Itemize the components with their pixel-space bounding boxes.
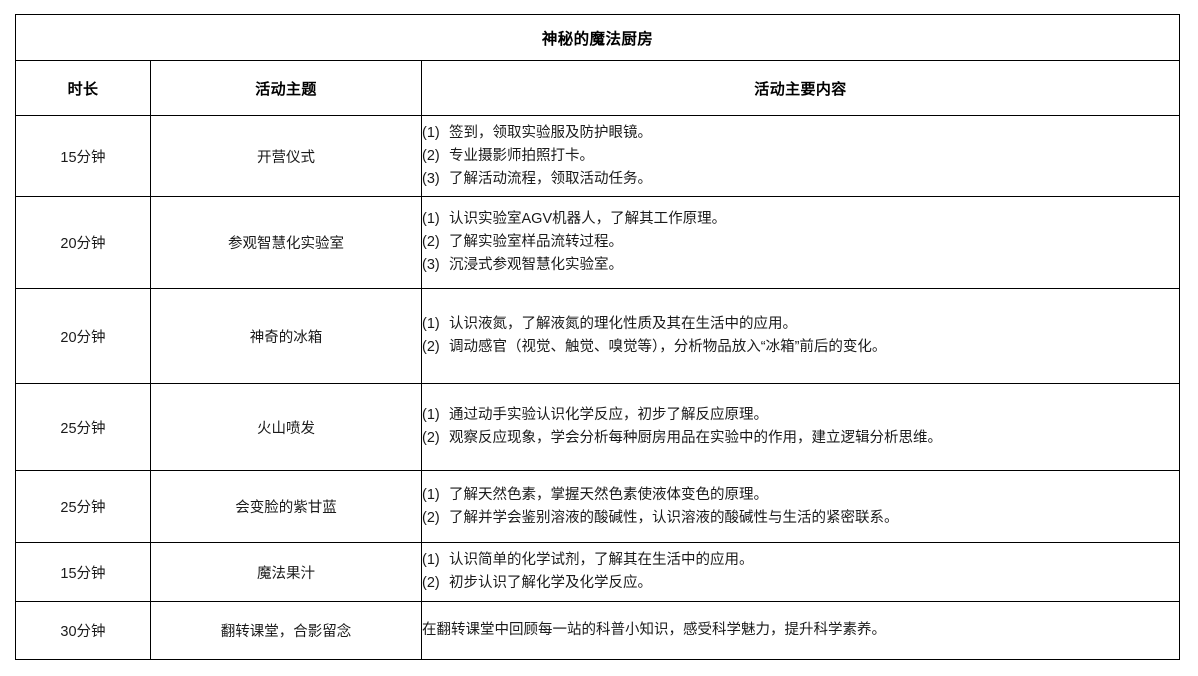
content-line-text: 初步认识了解化学及化学反应。 [449,575,652,591]
content-line-text: 专业摄影师拍照打卡。 [449,147,594,164]
cell-theme: 参观智慧化实验室 [150,196,422,289]
content-line: (2) 调动感官（视觉、触觉、嗅觉等），分析物品放入“冰箱”前后的变化。 [422,336,1179,359]
content-line: (2) 专业摄影师拍照打卡。 [422,145,1179,168]
content-line-list: (1) 认识简单的化学试剂，了解其在生活中的应用。 (2) 初步认识了解化学及化学反… [422,549,1179,595]
table-row: 15分钟 开营仪式 (1) 签到，领取实验服及防护眼镜。 (2) 专业摄影师拍照打卡… [15,115,1180,197]
content-line-marker: (1) [422,124,440,141]
content-line-list: (1) 认识液氮，了解液氮的理化性质及其在生活中的应用。 (2) 调动感官（视觉、触… [422,313,1179,359]
cell-duration: 15分钟 [15,542,151,602]
column-header-content: 活动主要内容 [421,60,1180,116]
content-line-text: 了解实验室样品流转过程。 [449,234,623,250]
content-line-marker: (2) [422,575,440,591]
cell-duration: 25分钟 [15,383,151,471]
cell-duration: 20分钟 [15,196,151,289]
content-line-text: 了解天然色素，掌握天然色素使液体变色的原理。 [449,486,768,503]
cell-theme: 火山喷发 [150,383,422,471]
content-line-marker: (1) [422,486,440,503]
content-line-text: 了解并学会鉴别溶液的酸碱性，认识溶液的酸碱性与生活的紧密联系。 [449,509,899,526]
cell-content: (1) 认识实验室AGV机器人，了解其工作原理。 (2) 了解实验室样品流转过程。 … [421,196,1180,289]
column-header-theme: 活动主题 [150,60,422,116]
content-line-marker: (2) [422,430,440,446]
content-line-text: 认识液氮，了解液氮的理化性质及其在生活中的应用。 [449,316,797,332]
content-line-marker: (3) [422,257,440,273]
table-header-row: 时长 活动主题 活动主要内容 [15,60,1180,116]
content-line-list: (1) 签到，领取实验服及防护眼镜。 (2) 专业摄影师拍照打卡。 (3) 了解活动流… [422,122,1179,191]
cell-theme: 开营仪式 [150,115,422,197]
content-line: (1) 认识简单的化学试剂，了解其在生活中的应用。 [422,549,1179,572]
cell-theme: 会变脸的紫甘蓝 [150,470,422,543]
content-line: (3) 沉浸式参观智慧化实验室。 [422,254,1179,277]
cell-duration: 20分钟 [15,288,151,384]
cell-content: (1) 签到，领取实验服及防护眼镜。 (2) 专业摄影师拍照打卡。 (3) 了解活动流… [421,115,1180,197]
cell-duration: 30分钟 [15,601,151,660]
content-line-list: (1) 认识实验室AGV机器人，了解其工作原理。 (2) 了解实验室样品流转过程。 … [422,208,1179,277]
content-line: (3) 了解活动流程，领取活动任务。 [422,168,1179,191]
content-line-marker: (2) [422,147,440,164]
content-line-marker: (1) [422,552,440,568]
content-line-marker: (3) [422,170,440,187]
content-line-text: 了解活动流程，领取活动任务。 [449,170,652,187]
table-row: 25分钟 火山喷发 (1) 通过动手实验认识化学反应，初步了解反应原理。 (2) 观… [15,383,1180,471]
content-line-list: (1) 通过动手实验认识化学反应，初步了解反应原理。 (2) 观察反应现象，学会分析… [422,404,1179,450]
cell-content: 在翻转课堂中回顾每一站的科普小知识，感受科学魅力，提升科学素养。 [421,601,1180,660]
content-line-text: 认识简单的化学试剂，了解其在生活中的应用。 [449,552,754,568]
content-line: (1) 签到，领取实验服及防护眼镜。 [422,122,1179,145]
content-line: (2) 了解并学会鉴别溶液的酸碱性，认识溶液的酸碱性与生活的紧密联系。 [422,507,1179,530]
cell-content: (1) 了解天然色素，掌握天然色素使液体变色的原理。 (2) 了解并学会鉴别溶液的酸… [421,470,1180,543]
content-line: (1) 认识实验室AGV机器人，了解其工作原理。 [422,208,1179,231]
content-line-marker: (2) [422,339,440,355]
content-line-marker: (1) [422,316,440,332]
content-line-text: 认识实验室AGV机器人，了解其工作原理。 [449,211,727,227]
content-line-text: 在翻转课堂中回顾每一站的科普小知识，感受科学魅力，提升科学素养。 [422,622,886,638]
content-line: (1) 通过动手实验认识化学反应，初步了解反应原理。 [422,404,1179,427]
content-line-marker: (2) [422,234,440,250]
content-line-text: 通过动手实验认识化学反应，初步了解反应原理。 [449,407,768,423]
content-line-text: 调动感官（视觉、触觉、嗅觉等），分析物品放入“冰箱”前后的变化。 [449,339,887,355]
cell-content: (1) 通过动手实验认识化学反应，初步了解反应原理。 (2) 观察反应现象，学会分析… [421,383,1180,471]
content-line: (1) 了解天然色素，掌握天然色素使液体变色的原理。 [422,484,1179,507]
content-line-text: 签到，领取实验服及防护眼镜。 [449,124,652,141]
content-line-text: 观察反应现象，学会分析每种厨房用品在实验中的作用，建立逻辑分析思维。 [449,430,942,446]
cell-theme: 神奇的冰箱 [150,288,422,384]
table-row: 20分钟 参观智慧化实验室 (1) 认识实验室AGV机器人，了解其工作原理。 (2… [15,196,1180,289]
table-title-row: 神秘的魔法厨房 [15,14,1180,61]
cell-duration: 25分钟 [15,470,151,543]
table-row: 15分钟 魔法果汁 (1) 认识简单的化学试剂，了解其在生活中的应用。 (2) 初步… [15,542,1180,602]
cell-theme: 魔法果汁 [150,542,422,602]
table-row: 20分钟 神奇的冰箱 (1) 认识液氮，了解液氮的理化性质及其在生活中的应用。 (… [15,288,1180,384]
cell-content: (1) 认识简单的化学试剂，了解其在生活中的应用。 (2) 初步认识了解化学及化学反… [421,542,1180,602]
cell-theme: 翻转课堂，合影留念 [150,601,422,660]
activity-schedule-table: 神秘的魔法厨房 时长 活动主题 活动主要内容 15分钟 开营仪式 (1) 签到，领… [15,14,1180,660]
table-title: 神秘的魔法厨房 [15,14,1180,61]
content-line-list: (1) 了解天然色素，掌握天然色素使液体变色的原理。 (2) 了解并学会鉴别溶液的酸… [422,484,1179,530]
content-line-marker: (2) [422,509,440,526]
content-line: (2) 初步认识了解化学及化学反应。 [422,572,1179,595]
table-row: 25分钟 会变脸的紫甘蓝 (1) 了解天然色素，掌握天然色素使液体变色的原理。 (… [15,470,1180,543]
cell-duration: 15分钟 [15,115,151,197]
table-row: 30分钟 翻转课堂，合影留念 在翻转课堂中回顾每一站的科普小知识，感受科学魅力，… [15,601,1180,660]
content-line: (1) 认识液氮，了解液氮的理化性质及其在生活中的应用。 [422,313,1179,336]
content-line: (2) 了解实验室样品流转过程。 [422,231,1179,254]
content-line: (2) 观察反应现象，学会分析每种厨房用品在实验中的作用，建立逻辑分析思维。 [422,427,1179,450]
content-line-marker: (1) [422,211,440,227]
cell-content: (1) 认识液氮，了解液氮的理化性质及其在生活中的应用。 (2) 调动感官（视觉、触… [421,288,1180,384]
content-line-text: 沉浸式参观智慧化实验室。 [449,257,623,273]
content-line-marker: (1) [422,407,440,423]
column-header-duration: 时长 [15,60,151,116]
